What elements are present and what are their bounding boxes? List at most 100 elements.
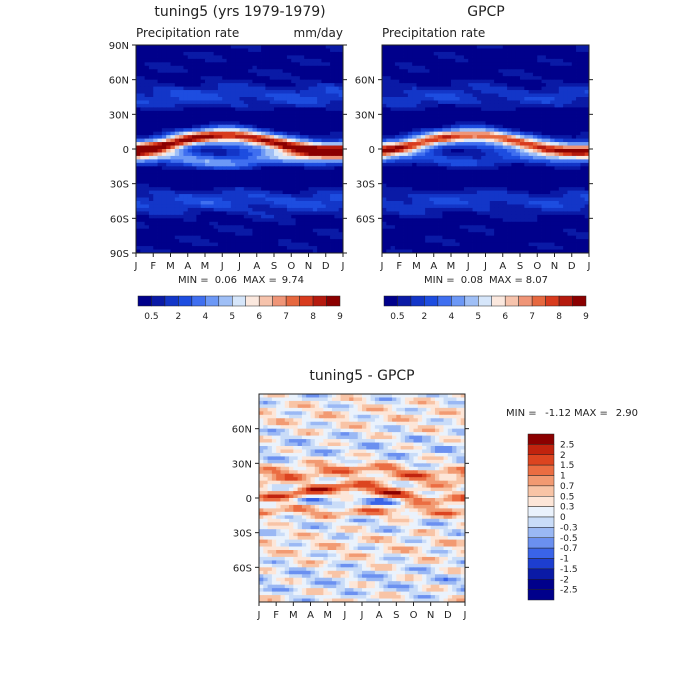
heatmap-cell	[317, 114, 322, 119]
heatmap-cell	[472, 135, 478, 139]
heatmap-cell	[520, 155, 525, 160]
heatmap-cell	[567, 100, 573, 105]
heatmap-cell	[308, 197, 314, 202]
heatmap-cell	[330, 187, 335, 191]
heatmap-cell	[420, 97, 426, 101]
heatmap-cell	[438, 145, 443, 150]
heatmap-cell	[278, 166, 284, 171]
heatmap-cell	[140, 159, 146, 164]
heatmap-cell	[200, 249, 206, 254]
heatmap-cell	[230, 128, 236, 133]
heatmap-cell	[550, 138, 555, 143]
heatmap-cell	[386, 79, 392, 84]
heatmap-cell	[494, 79, 499, 84]
heatmap-cell	[455, 142, 461, 146]
heatmap-cell	[187, 48, 193, 53]
heatmap-cell	[256, 124, 262, 129]
heatmap-cell	[420, 48, 426, 53]
heatmap-cell	[455, 145, 461, 150]
heatmap-cell	[420, 183, 426, 188]
heatmap-cell	[394, 93, 400, 98]
heatmap-cell	[235, 239, 240, 243]
heatmap-cell	[481, 83, 486, 87]
heatmap-cell	[183, 97, 189, 101]
heatmap-cell	[463, 145, 469, 150]
heatmap-cell	[183, 242, 189, 247]
heatmap-cell	[209, 211, 215, 216]
heatmap-cell	[584, 159, 590, 164]
heatmap-cell	[161, 142, 167, 146]
heatmap-cell	[455, 110, 461, 115]
heatmap-cell	[200, 176, 206, 181]
heatmap-cell	[217, 135, 223, 139]
heatmap-cell	[166, 45, 171, 49]
heatmap-cell	[140, 138, 146, 143]
heatmap-cell	[498, 159, 504, 164]
heatmap-cell	[252, 166, 258, 171]
heatmap-cell	[537, 135, 542, 139]
heatmap-cell	[399, 138, 404, 143]
heatmap-cell	[446, 55, 452, 60]
heatmap-cell	[200, 103, 206, 108]
heatmap-cell	[330, 86, 335, 91]
heatmap-cell	[576, 93, 581, 98]
heatmap-cell	[420, 142, 426, 146]
heatmap-cell	[438, 110, 443, 115]
heatmap-cell	[226, 183, 232, 188]
heatmap-cell	[567, 97, 573, 101]
heatmap-cell	[472, 55, 478, 60]
heatmap-cell	[256, 103, 262, 108]
heatmap-cell	[498, 114, 504, 119]
heatmap-cell	[192, 83, 197, 87]
heatmap-cell	[183, 183, 189, 188]
heatmap-cell	[502, 169, 508, 174]
heatmap-cell	[140, 214, 146, 219]
heatmap-cell	[485, 173, 491, 178]
heatmap-cell	[295, 76, 301, 81]
heatmap-cell	[243, 218, 249, 223]
heatmap-cell	[515, 62, 521, 67]
heatmap-cell	[256, 207, 262, 212]
heatmap-cell	[472, 149, 478, 153]
heatmap-cell	[170, 190, 176, 195]
heatmap-cell	[230, 207, 236, 212]
heatmap-cell	[222, 211, 227, 216]
heatmap-cell	[261, 249, 266, 254]
heatmap-cell	[412, 79, 417, 84]
heatmap-cell	[325, 62, 331, 67]
heatmap-cell	[192, 207, 197, 212]
heatmap-cell	[545, 162, 551, 167]
heatmap-cell	[550, 83, 555, 87]
heatmap-cell	[265, 225, 271, 230]
heatmap-cell	[472, 176, 478, 181]
heatmap-cell	[481, 138, 486, 143]
heatmap-cell	[282, 239, 288, 243]
heatmap-cell	[286, 235, 292, 240]
heatmap-cell	[541, 48, 547, 53]
heatmap-cell	[520, 51, 525, 56]
heatmap-cell	[463, 90, 469, 94]
heatmap-cell	[282, 218, 288, 223]
heatmap-cell	[230, 228, 236, 233]
heatmap-cell	[248, 65, 253, 70]
heatmap-cell	[269, 103, 275, 108]
heatmap-cell	[446, 117, 452, 122]
heatmap-cell	[261, 51, 266, 56]
heatmap-cell	[325, 142, 331, 146]
heatmap-cell	[494, 180, 499, 185]
heatmap-cell	[511, 135, 517, 139]
heatmap-cell	[416, 76, 422, 81]
heatmap-cell	[382, 107, 387, 112]
heatmap-cell	[446, 51, 452, 56]
heatmap-cell	[217, 138, 223, 143]
heatmap-cell	[429, 124, 435, 129]
heatmap-cell	[463, 110, 469, 115]
heatmap-cell	[416, 117, 422, 122]
heatmap-cell	[537, 62, 542, 67]
heatmap-cell	[148, 45, 154, 49]
heatmap-cell	[308, 221, 314, 226]
heatmap-cell	[265, 121, 271, 126]
heatmap-cell	[334, 124, 340, 129]
heatmap-cell	[196, 58, 202, 63]
heatmap-cell	[235, 135, 240, 139]
